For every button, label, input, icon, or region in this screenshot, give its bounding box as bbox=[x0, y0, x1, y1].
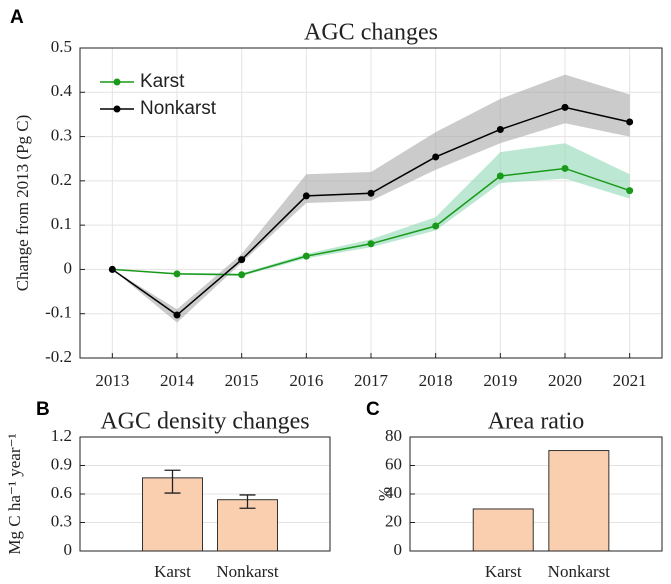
x-tick-label: 2019 bbox=[483, 371, 517, 390]
data-point bbox=[238, 271, 246, 279]
y-tick-label: 0.1 bbox=[51, 214, 72, 233]
data-point bbox=[173, 311, 181, 319]
x-tick-label: Karst bbox=[154, 562, 191, 581]
x-tick-label: 2016 bbox=[289, 371, 323, 390]
y-tick-label: -0.2 bbox=[45, 347, 72, 366]
axes-box bbox=[409, 436, 663, 552]
chart-title: AGC density changes bbox=[100, 409, 309, 435]
y-tick-label: 0.3 bbox=[51, 511, 72, 530]
legend-marker bbox=[113, 105, 121, 113]
y-tick-label: 0.6 bbox=[51, 483, 72, 502]
y-tick-label: 0 bbox=[64, 540, 73, 559]
y-tick-label: 80 bbox=[385, 426, 402, 445]
y-axis-label: % bbox=[375, 487, 394, 501]
data-point bbox=[108, 265, 116, 273]
data-point bbox=[302, 192, 310, 200]
legend-label: Karst bbox=[140, 71, 185, 92]
y-tick-label: 1.2 bbox=[51, 426, 72, 445]
chart-title: AGC changes bbox=[304, 20, 438, 46]
data-point bbox=[238, 256, 246, 264]
x-tick-label: 2018 bbox=[419, 371, 453, 390]
data-point bbox=[302, 252, 310, 260]
chart-title: Area ratio bbox=[488, 409, 585, 435]
y-tick-label: 0.2 bbox=[51, 170, 72, 189]
y-tick-label: 40 bbox=[385, 483, 402, 502]
x-tick-label: Nonkarst bbox=[548, 562, 611, 581]
x-tick-label: 2020 bbox=[548, 371, 582, 390]
x-tick-label: 2017 bbox=[354, 371, 389, 390]
data-point bbox=[561, 103, 569, 111]
y-tick-label: 0 bbox=[394, 540, 403, 559]
data-point bbox=[561, 164, 569, 172]
y-tick-label: 0 bbox=[64, 258, 73, 277]
legend-marker bbox=[113, 78, 121, 86]
data-point bbox=[626, 187, 634, 195]
axes-box bbox=[79, 47, 663, 359]
y-tick-label: 0.5 bbox=[51, 37, 72, 56]
x-tick-label: Nonkarst bbox=[216, 562, 279, 581]
data-point bbox=[496, 172, 504, 180]
y-axis-label: Mg C ha⁻¹ year⁻¹ bbox=[5, 433, 24, 554]
panel-label: B bbox=[36, 399, 50, 420]
data-point bbox=[626, 118, 634, 126]
y-tick-label: -0.1 bbox=[45, 303, 72, 322]
x-tick-label: 2015 bbox=[225, 371, 259, 390]
data-point bbox=[432, 153, 440, 161]
data-point bbox=[367, 240, 375, 248]
axes-box bbox=[79, 436, 331, 552]
x-tick-label: 2014 bbox=[160, 371, 195, 390]
y-tick-label: 0.3 bbox=[51, 125, 72, 144]
x-tick-label: 2021 bbox=[613, 371, 647, 390]
bar bbox=[548, 450, 610, 552]
data-point bbox=[173, 270, 181, 278]
data-point bbox=[496, 125, 504, 133]
y-axis-label: Change from 2013 (Pg C) bbox=[13, 115, 32, 292]
error-bar bbox=[239, 494, 256, 509]
x-tick-label: Karst bbox=[485, 562, 522, 581]
y-tick-label: 0.9 bbox=[51, 454, 72, 473]
bar bbox=[472, 508, 534, 552]
panel-label: A bbox=[10, 7, 24, 28]
data-point bbox=[432, 222, 440, 230]
y-tick-label: 20 bbox=[385, 511, 402, 530]
y-tick-label: 0.4 bbox=[51, 81, 73, 100]
error-bar bbox=[164, 469, 181, 494]
y-tick-label: 60 bbox=[385, 454, 402, 473]
legend-label: Nonkarst bbox=[140, 98, 217, 119]
panel-label: C bbox=[366, 399, 380, 420]
x-tick-label: 2013 bbox=[95, 371, 129, 390]
data-point bbox=[367, 189, 375, 197]
